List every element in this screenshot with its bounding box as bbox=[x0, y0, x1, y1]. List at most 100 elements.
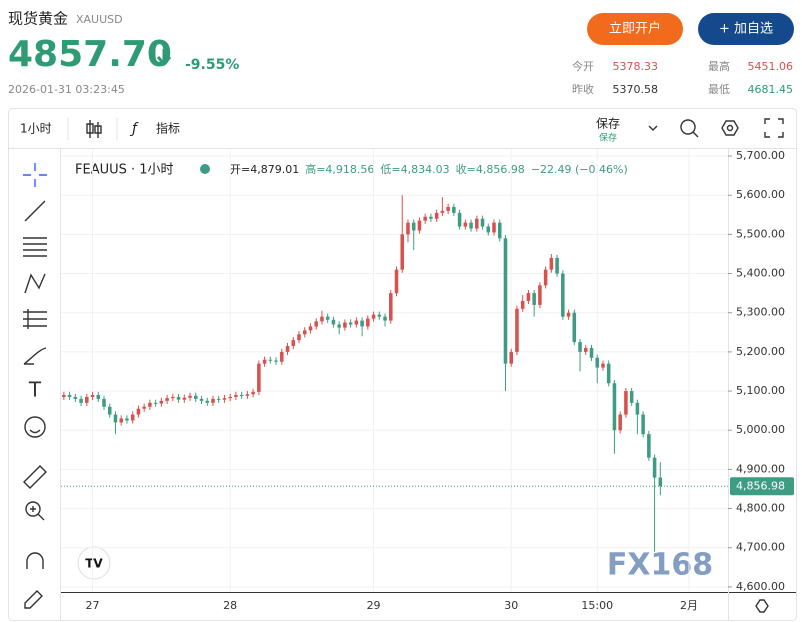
candle-body bbox=[595, 357, 600, 368]
candle-body bbox=[199, 398, 204, 401]
candle-body bbox=[635, 402, 640, 415]
candle-body bbox=[492, 222, 496, 233]
lock-draw-tool[interactable] bbox=[24, 590, 43, 609]
ohlc-value: 开=4,879.01 bbox=[230, 163, 299, 176]
ohlc-value: 低=4,834.03 bbox=[380, 163, 449, 176]
interval[interactable]: 1小时 bbox=[20, 122, 52, 136]
settings-icon[interactable] bbox=[721, 120, 739, 136]
emoji-tool[interactable] bbox=[24, 416, 46, 438]
y-tick-label: 5,500.00 bbox=[736, 227, 785, 240]
candle-body bbox=[583, 347, 588, 352]
stat-label: 最低 bbox=[708, 83, 730, 96]
candle-type-icon[interactable] bbox=[86, 120, 102, 138]
candle-body bbox=[171, 396, 175, 399]
candle-body bbox=[136, 408, 141, 415]
candle-body bbox=[331, 319, 336, 325]
candle-body bbox=[549, 257, 554, 270]
candle-body bbox=[153, 402, 158, 404]
dropdown-icon[interactable] bbox=[648, 125, 658, 131]
candle-body bbox=[629, 391, 634, 403]
candle-body bbox=[85, 396, 89, 403]
candle-body bbox=[612, 383, 617, 431]
crosshair-tool[interactable] bbox=[23, 163, 47, 187]
candle-body bbox=[182, 397, 187, 400]
stat-label: 今开 bbox=[572, 59, 594, 73]
line-tool[interactable] bbox=[24, 200, 46, 222]
candle-body bbox=[641, 414, 645, 435]
candle-body bbox=[280, 351, 284, 362]
candle-body bbox=[222, 398, 227, 400]
candle-body bbox=[618, 414, 622, 431]
y-tick-label: 5,700.00 bbox=[736, 149, 785, 162]
ruler-tool[interactable] bbox=[23, 465, 47, 489]
candle-body bbox=[251, 391, 255, 395]
candle-body bbox=[589, 347, 594, 358]
candle-body bbox=[130, 414, 135, 421]
watchlist-label[interactable]: + 加自选 bbox=[719, 22, 773, 37]
candle-body bbox=[360, 320, 364, 327]
stat-value: 5451.06 bbox=[748, 60, 794, 73]
save[interactable]: 保存 bbox=[596, 117, 620, 131]
x-tick-label: 28 bbox=[223, 599, 237, 612]
stat-value: 4681.45 bbox=[748, 83, 794, 96]
candle-body bbox=[377, 314, 382, 317]
magnet-tool[interactable] bbox=[26, 552, 44, 569]
title: 现货黄金 bbox=[8, 10, 68, 28]
y-tick-label: 5,100.00 bbox=[736, 384, 785, 397]
alert-icon[interactable] bbox=[680, 119, 699, 138]
candle-body bbox=[497, 222, 502, 239]
zoom-tool[interactable] bbox=[25, 501, 45, 521]
candle-body bbox=[429, 216, 433, 219]
candle-body bbox=[268, 359, 273, 361]
brush-tool[interactable] bbox=[23, 347, 47, 365]
candle-body bbox=[348, 322, 353, 325]
candle-body bbox=[486, 226, 491, 233]
axis-settings-icon[interactable] bbox=[755, 599, 769, 613]
settings-icon-dot bbox=[726, 124, 734, 132]
candle-body bbox=[417, 220, 422, 231]
candle-body bbox=[96, 394, 101, 399]
ohlc-value: 高=4,918.56 bbox=[305, 162, 374, 176]
fx-icon[interactable]: ƒ bbox=[129, 121, 139, 137]
down-arrow bbox=[156, 49, 172, 67]
candle-body bbox=[652, 457, 657, 478]
chart-frame bbox=[8, 108, 797, 621]
candle-body bbox=[532, 293, 536, 305]
text-tool[interactable]: T bbox=[28, 378, 42, 402]
ohlc-value: −22.49 (−0.46%) bbox=[531, 163, 628, 176]
candle-body bbox=[658, 477, 663, 487]
forecast-tool[interactable] bbox=[23, 309, 47, 329]
candle-body bbox=[102, 398, 106, 407]
candle-body bbox=[434, 212, 439, 219]
stat-value: 5370.58 bbox=[613, 83, 659, 96]
y-tick-label: 4,600.00 bbox=[736, 580, 785, 593]
fullscreen-icon[interactable] bbox=[764, 118, 784, 138]
x-tick-label: 2月 bbox=[680, 599, 698, 612]
candle-body bbox=[515, 308, 519, 352]
candle-body bbox=[371, 314, 376, 319]
candle-body bbox=[469, 222, 473, 229]
candle-body bbox=[543, 269, 548, 286]
candle-body bbox=[239, 394, 244, 396]
fib-tool[interactable] bbox=[23, 237, 47, 257]
open-account-label[interactable]: 立即开户 bbox=[609, 21, 661, 37]
candle-body bbox=[366, 318, 370, 327]
candle-body bbox=[624, 391, 628, 415]
tv-logo[interactable] bbox=[77, 546, 111, 580]
candle-body bbox=[297, 334, 301, 341]
pattern-tool[interactable] bbox=[24, 273, 46, 294]
candle-body bbox=[245, 394, 250, 396]
candle-body bbox=[193, 395, 198, 399]
candle-body bbox=[234, 394, 238, 397]
indicators[interactable]: 指标 bbox=[156, 121, 180, 136]
watchlist-button[interactable] bbox=[698, 13, 794, 45]
candle-body bbox=[538, 285, 542, 305]
open-account-button[interactable] bbox=[587, 13, 683, 45]
x-tick-label: 29 bbox=[367, 599, 381, 612]
candle-body bbox=[113, 414, 118, 423]
candle-body bbox=[463, 222, 468, 227]
candle-body bbox=[394, 269, 399, 294]
candle-body bbox=[320, 316, 324, 322]
candle-body bbox=[572, 312, 577, 343]
